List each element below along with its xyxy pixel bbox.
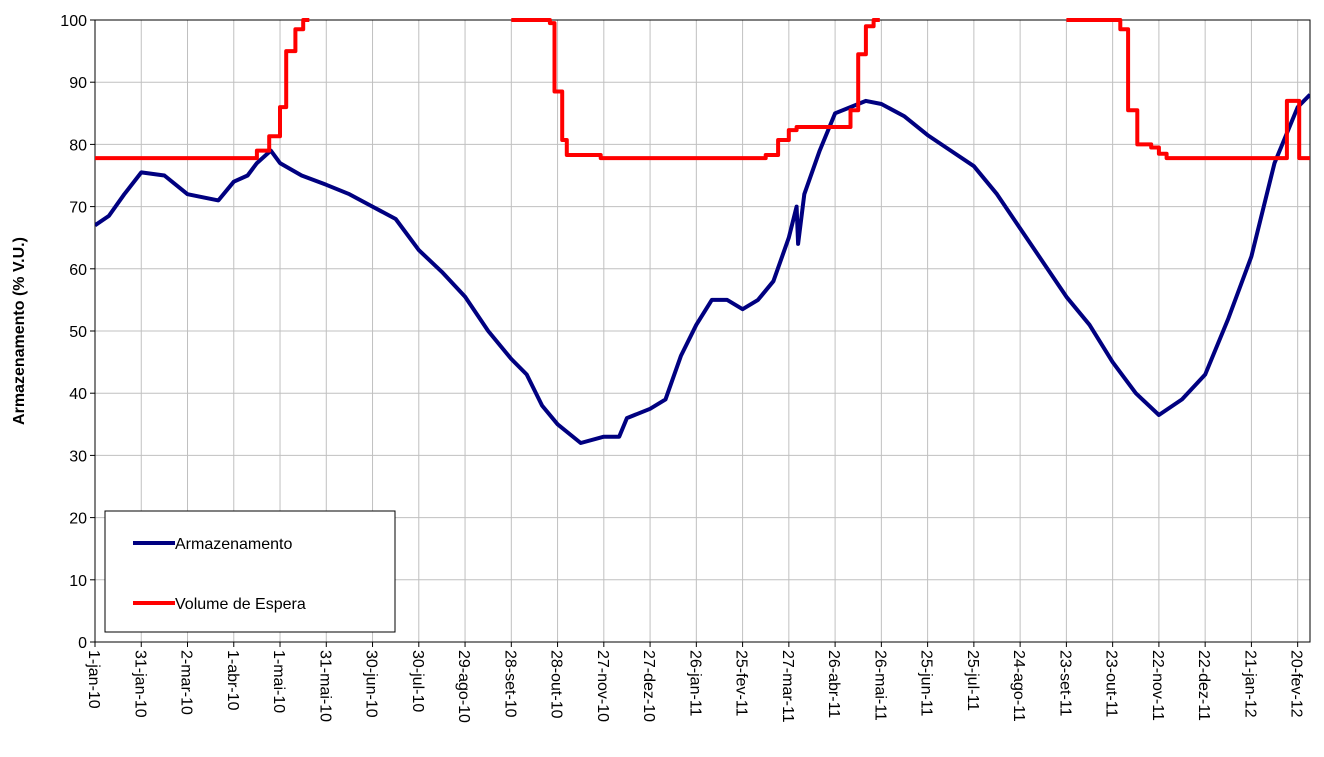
x-tick-label: 30-jul-10 <box>409 650 426 712</box>
x-tick-label: 31-mai-10 <box>316 650 333 722</box>
x-tick-label: 29-ago-10 <box>455 650 472 723</box>
y-tick-label: 0 <box>78 635 87 652</box>
series-line <box>95 18 1310 161</box>
x-tick-label: 20-fev-12 <box>1288 650 1305 718</box>
y-tick-label: 60 <box>69 262 87 279</box>
legend-label: Armazenamento <box>175 536 292 553</box>
x-tick-label: 1-abr-10 <box>224 650 241 711</box>
x-tick-label: 28-out-10 <box>548 650 565 719</box>
y-tick-label: 20 <box>69 511 87 528</box>
x-tick-label: 27-nov-10 <box>594 650 611 722</box>
plot-border <box>94 19 1311 643</box>
x-tick-label: 30-jun-10 <box>363 650 380 718</box>
legend-label: Volume de Espera <box>175 596 306 613</box>
y-tick-label: 80 <box>69 137 87 154</box>
y-tick-label: 70 <box>69 200 87 217</box>
x-tick-label: 1-jan-10 <box>85 650 102 709</box>
x-tick-label: 24-ago-11 <box>1010 650 1027 722</box>
x-tick-label: 22-nov-11 <box>1149 650 1166 721</box>
x-tick-label: 31-jan-10 <box>131 650 148 718</box>
x-tick-label: 26-jan-11 <box>686 650 703 717</box>
x-tick-label: 21-jan-12 <box>1241 650 1258 718</box>
x-tick-label: 2-mar-10 <box>178 650 195 715</box>
x-tick-label: 23-set-11 <box>1056 650 1073 717</box>
x-tick-label: 25-fev-11 <box>733 650 750 717</box>
y-tick-label: 40 <box>69 386 87 403</box>
y-tick-label: 10 <box>69 573 87 590</box>
x-tick-label: 23-out-11 <box>1103 650 1120 717</box>
y-tick-label: 90 <box>69 75 87 92</box>
x-tick-label: 25-jun-11 <box>918 650 935 717</box>
x-tick-label: 28-set-10 <box>501 650 518 718</box>
x-tick-label: 26-mai-11 <box>871 650 888 721</box>
x-tick-label: 27-mar-11 <box>779 650 796 723</box>
x-tick-label: 25-jul-11 <box>964 650 981 711</box>
y-axis-label: Armazenamento (% V.U.) <box>11 237 28 425</box>
y-tick-label: 30 <box>69 448 87 465</box>
x-tick-label: 1-mai-10 <box>270 650 287 713</box>
x-tick-label: 27-dez-10 <box>640 650 657 722</box>
legend-box <box>104 510 396 633</box>
x-tick-label: 22-dez-11 <box>1195 650 1212 721</box>
x-tick-label: 26-abr-11 <box>825 650 842 718</box>
y-tick-label: 100 <box>60 13 87 30</box>
y-tick-label: 50 <box>69 324 87 341</box>
